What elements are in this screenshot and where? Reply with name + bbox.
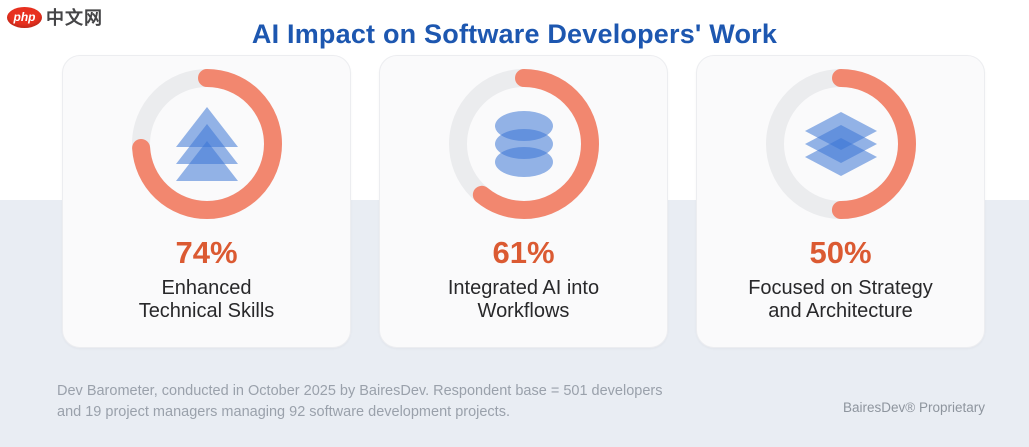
percent-value: 50% [809, 235, 872, 270]
donut-svg [131, 69, 282, 219]
stat-label: Focused on Strategy and Architecture [748, 277, 933, 323]
stat-label-line1: Focused on Strategy [748, 277, 933, 300]
percent-value: 61% [492, 235, 555, 270]
donut-progress-arc [448, 69, 599, 219]
percent-value: 74% [175, 235, 238, 270]
stat-card-technical-skills: 74% Enhanced Technical Skills [62, 55, 351, 348]
proprietary-label: BairesDev® Proprietary [843, 400, 985, 415]
stat-card-ai-workflows: 61% Integrated AI into Workflows [379, 55, 668, 348]
source-note-line1: Dev Barometer, conducted in October 2025… [57, 383, 663, 399]
database-stack-icon [493, 110, 555, 178]
donut-progress-arc [131, 69, 282, 219]
stat-label-line1: Enhanced [161, 277, 252, 300]
stat-cards-row: 74% Enhanced Technical Skills 61% Integr… [62, 55, 985, 348]
donut-chart-ai-workflows [448, 69, 599, 219]
source-note: Dev Barometer, conducted in October 2025… [57, 381, 662, 423]
stat-label-line2: Workflows [477, 300, 570, 323]
watermark-cn-label: 中文网 [46, 8, 103, 28]
stat-label-line1: Integrated AI into [447, 277, 600, 300]
php-logo-icon: php [7, 6, 42, 28]
site-watermark-logo: php 中文网 [7, 4, 103, 30]
source-note-line2: and 19 project managers managing 92 soft… [57, 404, 510, 420]
donut-svg [448, 69, 599, 219]
donut-svg [765, 69, 916, 219]
stat-card-strategy-architecture: 50% Focused on Strategy and Architecture [696, 55, 985, 348]
donut-progress-arc [765, 69, 916, 219]
layers-diamonds-icon [804, 112, 878, 176]
stat-label: Enhanced Technical Skills [139, 277, 275, 323]
donut-chart-strategy-architecture [765, 69, 916, 219]
donut-chart-technical-skills [131, 69, 282, 219]
stat-label-line2: Technical Skills [138, 300, 275, 323]
levels-up-triangles-icon [167, 106, 247, 182]
page-title: AI Impact on Software Developers' Work [251, 19, 778, 50]
stat-label-line2: and Architecture [768, 300, 913, 323]
stat-label: Integrated AI into Workflows [448, 277, 599, 323]
